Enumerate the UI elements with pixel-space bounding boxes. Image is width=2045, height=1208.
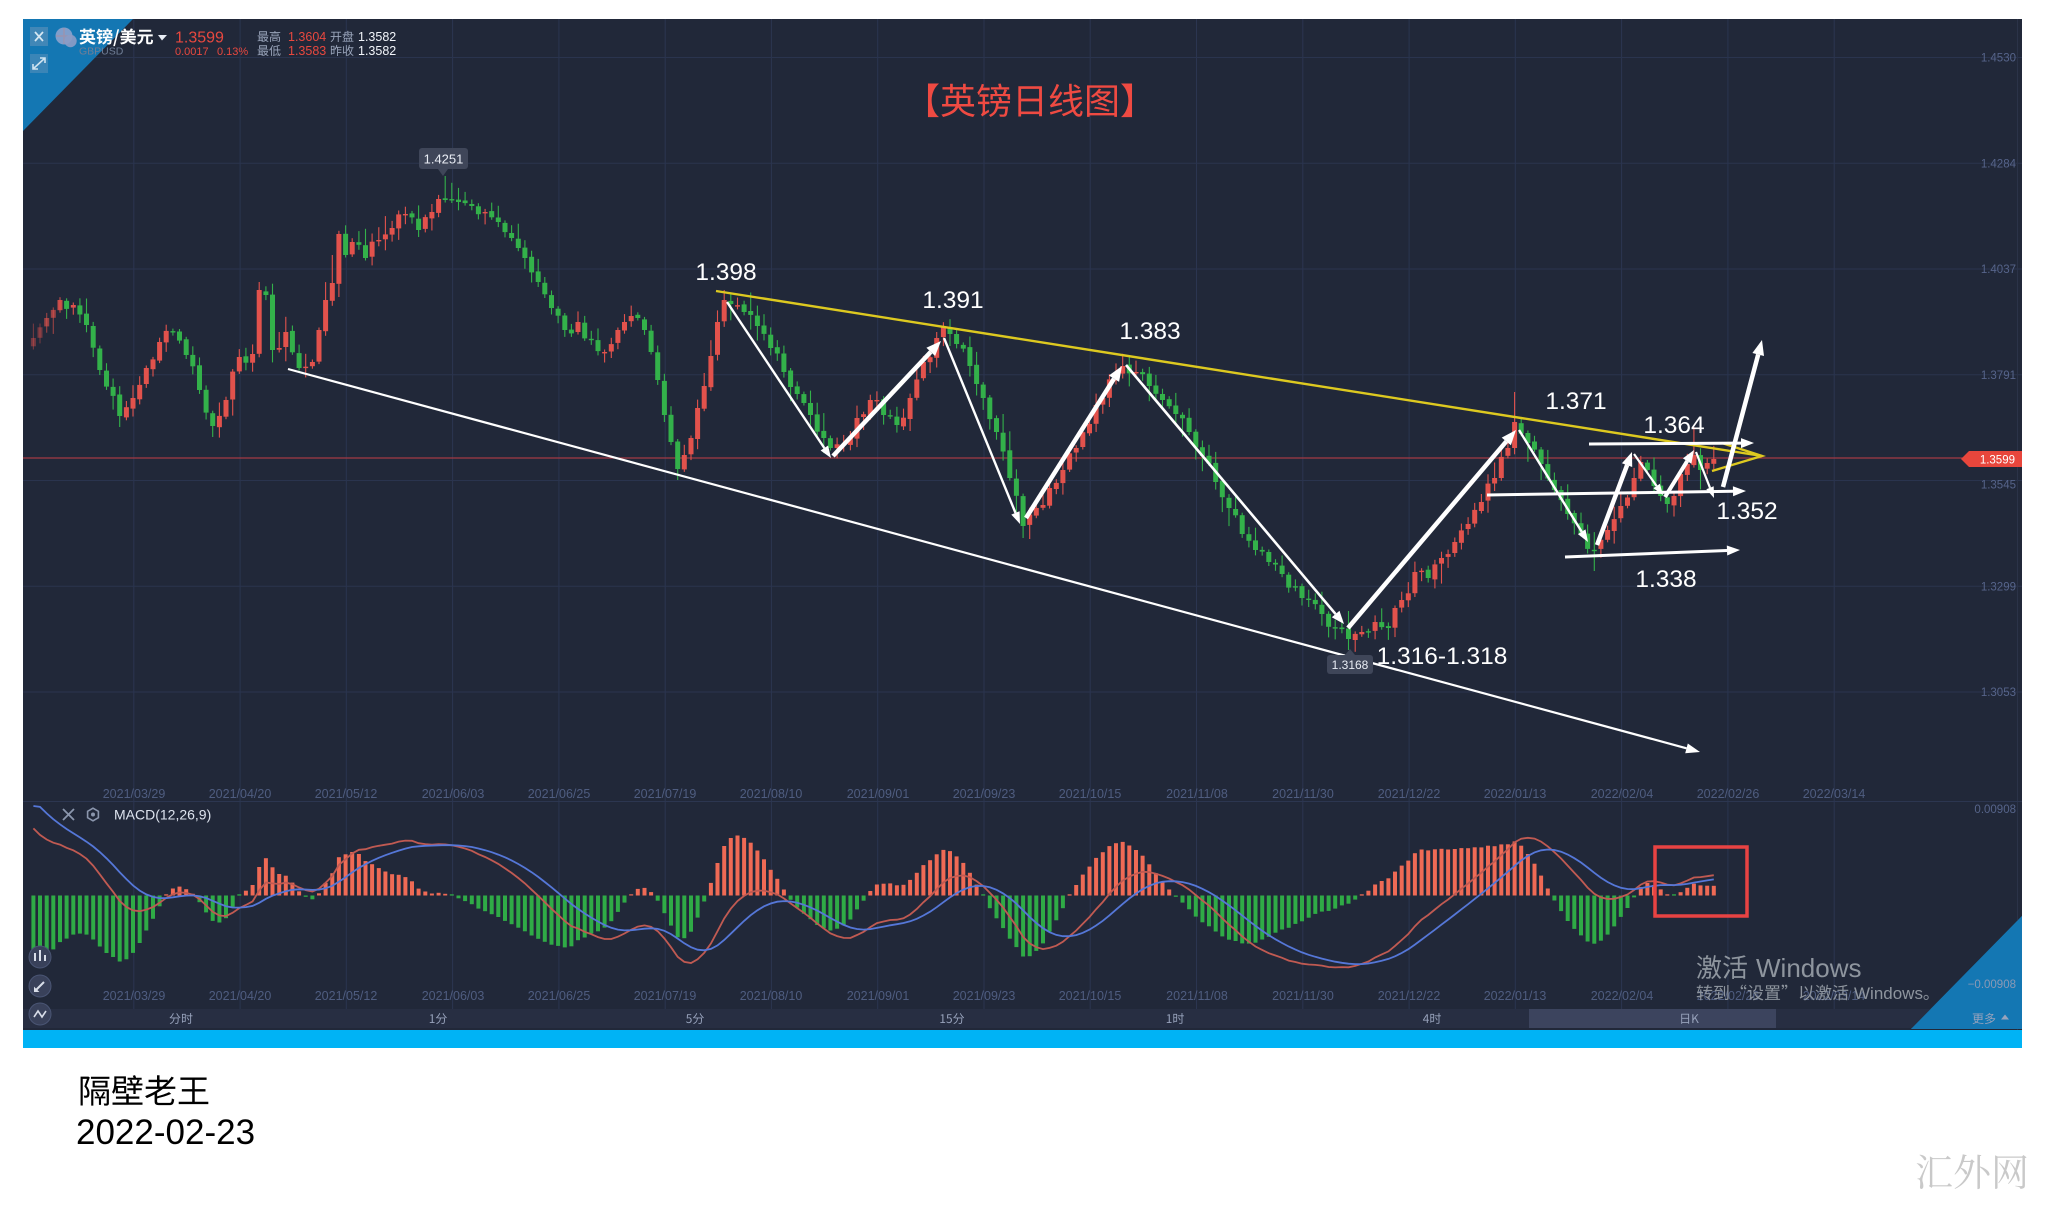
svg-text:1.3604: 1.3604 (288, 30, 326, 44)
svg-text:2021/11/30: 2021/11/30 (1272, 787, 1334, 801)
svg-text:2022/02/04: 2022/02/04 (1591, 787, 1654, 801)
svg-text:0.00908: 0.00908 (1974, 804, 2016, 816)
svg-text:1.364: 1.364 (1643, 412, 1704, 439)
svg-text:1.4037: 1.4037 (1981, 264, 2016, 276)
svg-text:1.3053: 1.3053 (1981, 687, 2016, 699)
svg-text:2021/09/01: 2021/09/01 (847, 787, 910, 801)
svg-text:2021/04/20: 2021/04/20 (209, 989, 272, 1003)
svg-text:1.371: 1.371 (1545, 388, 1606, 415)
svg-text:2021/11/08: 2021/11/08 (1166, 989, 1228, 1003)
svg-text:1.3599: 1.3599 (1980, 455, 2015, 467)
svg-text:2021/09/23: 2021/09/23 (953, 787, 1016, 801)
svg-text:GBPUSD: GBPUSD (79, 46, 124, 58)
svg-text:2021/05/12: 2021/05/12 (315, 787, 378, 801)
svg-text:2021/07/19: 2021/07/19 (634, 787, 697, 801)
svg-text:2021/10/15: 2021/10/15 (1059, 787, 1122, 801)
svg-text:2021/09/01: 2021/09/01 (847, 989, 910, 1003)
svg-text:2022/03/14: 2022/03/14 (1803, 989, 1866, 1003)
svg-text:1.4284: 1.4284 (1981, 158, 2017, 170)
svg-text:1.3599: 1.3599 (175, 30, 224, 47)
svg-text:2021/09/23: 2021/09/23 (953, 989, 1016, 1003)
svg-text:−0.00908: −0.00908 (1968, 979, 2016, 991)
svg-text:2021/03/29: 2021/03/29 (103, 787, 166, 801)
svg-text:1.316-1.318: 1.316-1.318 (1377, 643, 1508, 670)
svg-text:2021/07/19: 2021/07/19 (634, 989, 697, 1003)
svg-text:1.338: 1.338 (1635, 566, 1696, 593)
svg-text:2022/02/04: 2022/02/04 (1591, 989, 1654, 1003)
svg-text:1.4530: 1.4530 (1981, 53, 2016, 65)
svg-text:2021/03/29: 2021/03/29 (103, 989, 166, 1003)
svg-text:1.352: 1.352 (1716, 498, 1777, 525)
svg-text:2021/08/10: 2021/08/10 (740, 787, 803, 801)
svg-text:2022/03/14: 2022/03/14 (1803, 787, 1866, 801)
svg-text:0.0017: 0.0017 (175, 46, 209, 58)
svg-text:2021/06/03: 2021/06/03 (422, 989, 485, 1003)
svg-text:1.3791: 1.3791 (1981, 370, 2016, 382)
svg-text:2021/06/25: 2021/06/25 (528, 989, 591, 1003)
svg-text:2021/10/15: 2021/10/15 (1059, 989, 1122, 1003)
svg-text:2021/12/22: 2021/12/22 (1378, 989, 1441, 1003)
svg-text:1.398: 1.398 (695, 259, 756, 286)
svg-text:MACD(12,26,9): MACD(12,26,9) (114, 807, 211, 823)
svg-text:1.3582: 1.3582 (358, 44, 396, 58)
svg-text:2021/06/25: 2021/06/25 (528, 787, 591, 801)
svg-text:2021/11/30: 2021/11/30 (1272, 989, 1334, 1003)
svg-text:1.3545: 1.3545 (1981, 480, 2016, 492)
svg-text:Windows: Windows (1854, 984, 1923, 1003)
svg-text:2021/12/22: 2021/12/22 (1378, 787, 1441, 801)
svg-text:2022-02-23: 2022-02-23 (76, 1113, 255, 1152)
svg-text:1.3582: 1.3582 (358, 30, 396, 44)
svg-text:1.3583: 1.3583 (288, 44, 326, 58)
svg-text:2022/01/13: 2022/01/13 (1484, 989, 1547, 1003)
svg-text:1.383: 1.383 (1119, 318, 1180, 345)
svg-text:2021/11/08: 2021/11/08 (1166, 787, 1228, 801)
svg-text:1.391: 1.391 (922, 287, 983, 314)
svg-text:1.4251: 1.4251 (424, 152, 464, 167)
svg-text:Windows: Windows (1756, 953, 1861, 983)
svg-text:2021/05/12: 2021/05/12 (315, 989, 378, 1003)
svg-text:1.3168: 1.3168 (1332, 658, 1369, 672)
svg-text:2021/04/20: 2021/04/20 (209, 787, 272, 801)
svg-text:0.13%: 0.13% (217, 46, 248, 58)
svg-text:2021/08/10: 2021/08/10 (740, 989, 803, 1003)
svg-text:1.3299: 1.3299 (1981, 582, 2016, 594)
svg-text:2022/01/13: 2022/01/13 (1484, 787, 1547, 801)
svg-text:2021/06/03: 2021/06/03 (422, 787, 485, 801)
svg-text:2022/02/26: 2022/02/26 (1697, 787, 1760, 801)
